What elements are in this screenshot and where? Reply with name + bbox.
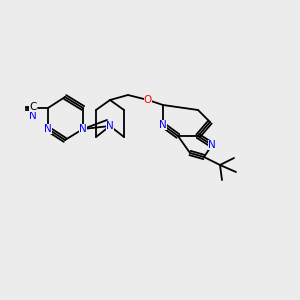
Text: N: N: [44, 124, 52, 134]
Text: N: N: [29, 111, 37, 121]
Text: N: N: [79, 124, 87, 134]
Text: O: O: [144, 95, 152, 105]
Text: N: N: [208, 140, 216, 150]
Text: N: N: [159, 120, 167, 130]
Text: C: C: [29, 102, 37, 112]
Text: N: N: [106, 121, 114, 131]
